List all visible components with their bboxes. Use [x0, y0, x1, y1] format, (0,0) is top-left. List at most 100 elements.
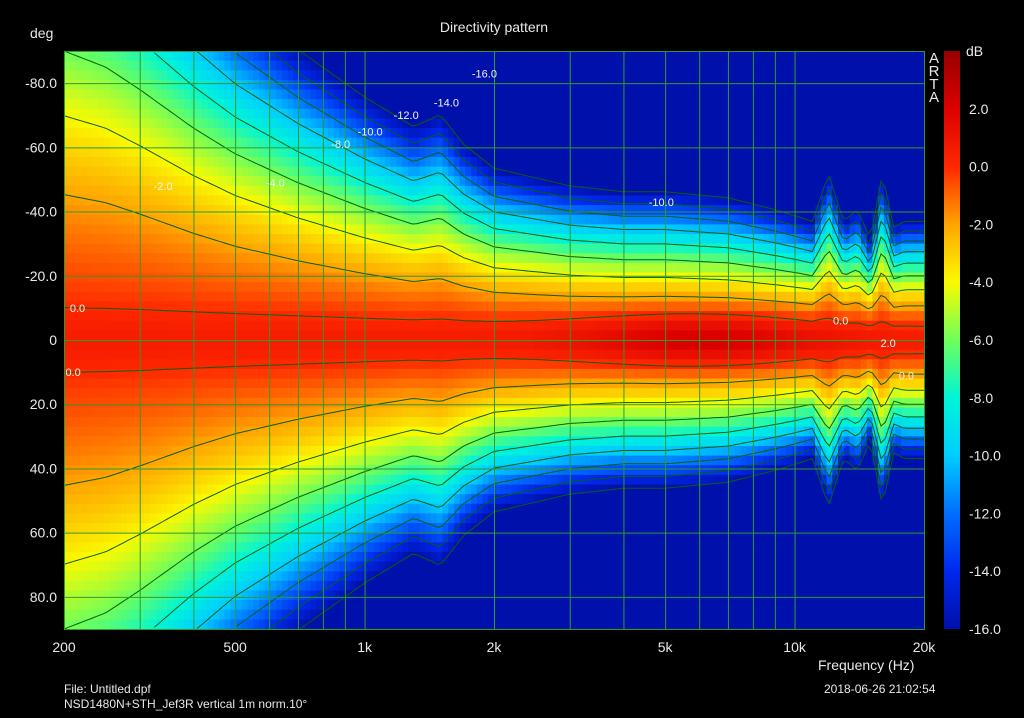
heatmap-cell — [75, 214, 82, 225]
heatmap-cell — [482, 137, 489, 148]
heatmap-cell — [356, 234, 363, 245]
heatmap-cell — [276, 330, 283, 341]
heatmap-cell — [178, 436, 185, 447]
heatmap-cell — [494, 619, 501, 630]
heatmap-cell — [218, 195, 226, 206]
heatmap-cell — [505, 253, 512, 264]
heatmap-cell — [69, 147, 77, 158]
heatmap-cell — [396, 619, 403, 630]
heatmap-cell — [482, 176, 489, 187]
heatmap-cell — [155, 590, 163, 601]
heatmap-cell — [247, 205, 254, 216]
heatmap-cell — [534, 60, 541, 71]
heatmap-cell — [299, 99, 306, 110]
heatmap-cell — [293, 542, 300, 553]
heatmap-cell — [453, 166, 461, 177]
heatmap-cell — [539, 60, 547, 71]
heatmap-cell — [522, 272, 529, 283]
heatmap-cell — [241, 330, 249, 341]
heatmap-cell — [419, 60, 426, 71]
heatmap-cell — [465, 156, 472, 168]
heatmap-cell — [213, 147, 220, 158]
heatmap-cell — [161, 619, 168, 630]
heatmap-cell — [195, 609, 203, 620]
heatmap-cell — [534, 407, 541, 418]
heatmap-cell — [155, 156, 163, 168]
heatmap-cell — [430, 282, 438, 293]
heatmap-cell — [109, 253, 117, 264]
heatmap-cell — [287, 426, 294, 437]
heatmap-cell — [109, 523, 117, 534]
heatmap-cell — [213, 272, 220, 283]
heatmap-cell — [195, 580, 203, 592]
heatmap-cell — [144, 262, 151, 274]
heatmap-cell — [310, 609, 317, 620]
heatmap-cell — [161, 503, 168, 514]
heatmap-cell — [132, 426, 140, 437]
heatmap-cell — [390, 262, 398, 274]
heatmap-cell — [396, 388, 403, 399]
heatmap-cell — [511, 330, 518, 341]
heatmap-cell — [98, 262, 105, 274]
heatmap-cell — [92, 503, 99, 514]
heatmap-cell — [322, 523, 329, 534]
heatmap-cell — [207, 503, 214, 514]
heatmap-cell — [150, 330, 157, 341]
heatmap-cell — [81, 407, 88, 418]
heatmap-cell — [316, 561, 323, 572]
heatmap-cell — [367, 590, 375, 601]
heatmap-cell — [430, 301, 438, 312]
heatmap-cell — [178, 542, 185, 553]
heatmap-cell — [333, 89, 340, 100]
heatmap-cell — [270, 551, 277, 563]
heatmap-cell — [488, 503, 495, 514]
heatmap-cell — [201, 185, 208, 197]
heatmap-cell — [150, 79, 157, 91]
heatmap-cell — [241, 340, 249, 351]
heatmap-cell — [396, 282, 403, 293]
heatmap-cell — [511, 619, 518, 630]
heatmap-cell — [442, 195, 449, 206]
heatmap-cell — [138, 378, 145, 389]
heatmap-cell — [459, 359, 466, 370]
heatmap-cell — [167, 368, 174, 380]
heatmap-cell — [453, 214, 461, 225]
heatmap-cell — [436, 166, 443, 177]
heatmap-cell — [505, 70, 512, 81]
heatmap-cell — [436, 465, 443, 476]
heatmap-cell — [333, 523, 340, 534]
heatmap-cell — [236, 253, 243, 264]
heatmap-cell — [390, 311, 398, 322]
heatmap-cell — [413, 156, 421, 168]
heatmap-cell — [195, 523, 203, 534]
heatmap-cell — [390, 417, 398, 428]
heatmap-cell — [373, 580, 380, 592]
heatmap-cell — [304, 272, 312, 283]
heatmap-cell — [430, 147, 438, 158]
heatmap-cell — [436, 417, 443, 428]
heatmap-cell — [413, 147, 421, 158]
heatmap-cell — [195, 99, 203, 110]
heatmap-cell — [373, 243, 380, 254]
heatmap-cell — [150, 590, 157, 601]
heatmap-cell — [213, 108, 220, 120]
heatmap-cell — [310, 397, 317, 409]
heatmap-cell — [408, 156, 415, 168]
heatmap-cell — [396, 436, 403, 447]
heatmap-cell — [69, 600, 77, 611]
heatmap-cell — [476, 51, 484, 62]
heatmap-cell — [281, 340, 289, 351]
heatmap-cell — [127, 195, 134, 206]
heatmap-cell — [150, 99, 157, 110]
heatmap-cell — [299, 417, 306, 428]
heatmap-cell — [528, 417, 535, 428]
heatmap-cell — [299, 205, 306, 216]
heatmap-cell — [511, 156, 518, 168]
heatmap-cell — [104, 417, 111, 428]
heatmap-cell — [241, 51, 249, 62]
heatmap-cell — [488, 407, 495, 418]
heatmap-cell — [241, 291, 249, 303]
heatmap-cell — [471, 156, 478, 168]
heatmap-cell — [516, 89, 524, 100]
heatmap-cell — [207, 542, 214, 553]
